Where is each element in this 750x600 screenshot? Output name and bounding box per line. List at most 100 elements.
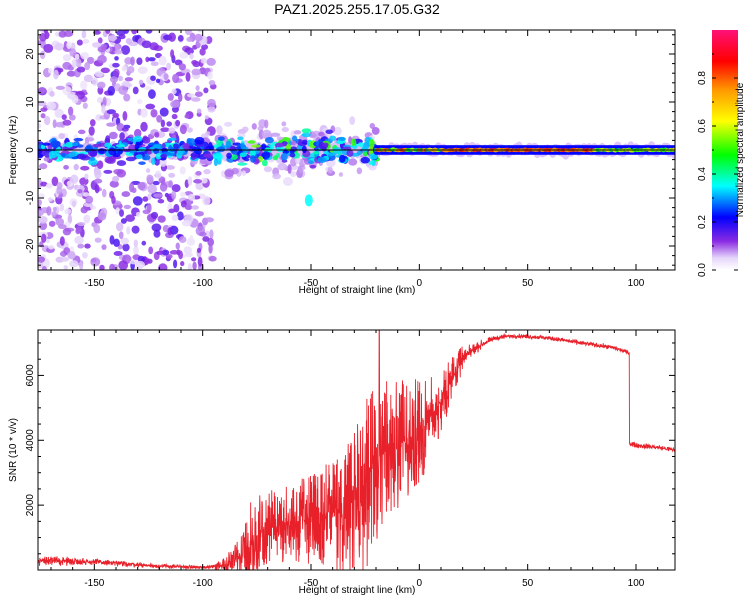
heatmap-scatter-cell xyxy=(133,245,139,256)
heatmap-scatter-cell xyxy=(132,86,139,95)
heatmap-scatter-cell xyxy=(281,127,289,133)
heatmap-blob xyxy=(368,138,375,147)
heatmap-scatter-cell xyxy=(297,165,303,174)
heatmap-scatter-cell xyxy=(207,71,213,80)
heatmap-blob xyxy=(85,144,94,153)
heatmap-scatter-cell xyxy=(205,131,211,136)
heatmap-scatter-cell xyxy=(264,119,269,129)
heatmap-scatter-cell xyxy=(159,182,168,192)
heatmap-scatter-cell xyxy=(75,226,82,234)
heatmap-scatter-cell xyxy=(77,222,86,227)
y-tick-label: 6000 xyxy=(25,364,36,387)
heatmap-scatter-cell xyxy=(167,93,174,101)
heatmap-scatter-cell xyxy=(71,94,79,104)
heatmap-scatter-cell xyxy=(107,35,118,42)
heatmap-scatter-cell xyxy=(154,170,162,179)
heatmap-blob xyxy=(317,156,327,163)
heatmap-scatter-cell xyxy=(142,196,149,202)
heatmap-scatter-cell xyxy=(62,61,72,70)
heatmap-scatter-cell xyxy=(197,30,203,33)
heatmap-blob xyxy=(237,136,244,141)
heatmap-scatter-cell xyxy=(163,73,169,81)
heatmap-scatter-cell xyxy=(171,214,179,222)
heatmap-blob xyxy=(231,149,238,155)
heatmap-scatter-cell xyxy=(67,251,76,260)
heatmap-scatter-cell xyxy=(209,229,214,239)
heatmap-scatter-cell xyxy=(122,111,128,121)
heatmap-scatter-cell xyxy=(203,87,209,94)
colorbar-tick-label: 0.8 xyxy=(697,71,708,85)
heatmap-scatter-cell xyxy=(91,42,102,48)
heatmap-scatter-cell xyxy=(187,93,196,98)
heatmap-scatter-cell xyxy=(327,166,333,174)
heatmap-blob xyxy=(168,152,175,156)
heatmap-scatter-cell xyxy=(171,106,179,113)
heatmap-scatter-cell xyxy=(41,233,47,244)
heatmap-blob xyxy=(127,137,133,142)
heatmap-scatter-cell xyxy=(180,200,187,208)
heatmap-blob xyxy=(329,135,337,141)
heatmap-scatter-cell xyxy=(166,62,172,71)
colorbar-ticks: 0.0 0.2 0.4 0.6 0.8 xyxy=(697,53,738,277)
heatmap-scatter-cell xyxy=(89,119,96,127)
heatmap-scatter-cell xyxy=(46,101,57,111)
heatmap-scatter-cell xyxy=(150,75,156,81)
heatmap-scatter-cell xyxy=(77,129,86,135)
heatmap-scatter-cell xyxy=(178,63,187,71)
heatmap-scatter-cell xyxy=(151,223,162,232)
heatmap-scatter-cell xyxy=(144,86,152,91)
heatmap-scatter-cell xyxy=(184,214,194,224)
heatmap-scatter-cell xyxy=(83,74,93,83)
heatmap-scatter-cell xyxy=(282,177,293,186)
heatmap-scatter-cell xyxy=(76,66,86,73)
heatmap-scatter-cell xyxy=(73,163,79,171)
heatmap-scatter-cell xyxy=(97,46,107,53)
heatmap-scatter-cell xyxy=(277,163,288,171)
heatmap-scatter-cell xyxy=(56,186,62,195)
heatmap-scatter-cell xyxy=(141,240,147,246)
heatmap-scatter-cell xyxy=(170,49,175,59)
heatmap-scatter-cell xyxy=(193,179,203,184)
heatmap-scatter-cell xyxy=(157,215,166,223)
heatmap-scatter-cell xyxy=(112,112,120,118)
heatmap-scatter-cell xyxy=(52,119,57,129)
heatmap-scatter-cell xyxy=(184,252,193,258)
heatmap-scatter-cell xyxy=(183,246,192,255)
heatmap-scatter-cell xyxy=(202,236,210,242)
x-tick-label: 0 xyxy=(417,278,423,289)
heatmap-scatter-cell xyxy=(38,193,45,199)
heatmap-scatter-cell xyxy=(58,224,67,230)
heatmap-scatter-cell xyxy=(111,195,116,204)
heatmap-blob xyxy=(322,142,329,148)
heatmap-scatter-cell xyxy=(179,166,186,175)
heatmap-scatter-cell xyxy=(132,196,143,206)
heatmap-scatter-cell xyxy=(38,256,46,263)
heatmap-blob xyxy=(286,143,291,152)
heatmap-blob xyxy=(309,164,317,169)
heatmap-scatter-cell xyxy=(196,247,202,253)
heatmap-scatter-cell xyxy=(76,39,83,46)
heatmap-scatter-cell xyxy=(179,51,189,59)
heatmap-scatter-cell xyxy=(178,236,187,243)
heatmap-blob xyxy=(42,142,51,146)
heatmap-blob xyxy=(301,132,311,138)
heatmap-scatter-cell xyxy=(69,48,77,57)
heatmap-scatter-cell xyxy=(79,260,84,270)
heatmap-scatter-cell xyxy=(103,169,113,174)
heatmap-scatter-cell xyxy=(114,43,120,52)
heatmap-scatter-cell xyxy=(208,80,216,86)
heatmap-scatter-cell xyxy=(125,214,136,222)
heatmap-blob xyxy=(289,150,295,154)
heatmap-scatter-cell xyxy=(171,184,181,193)
heatmap-scatter-cell xyxy=(54,42,64,51)
heatmap-blob xyxy=(361,146,369,153)
heatmap-scatter-cell xyxy=(371,126,380,135)
x-tick-label: -100 xyxy=(193,278,213,289)
heatmap-scatter-cell xyxy=(146,174,154,184)
heatmap-scatter-cell xyxy=(338,172,344,177)
heatmap-scatter-cell xyxy=(115,222,124,232)
heatmap-scatter-cell xyxy=(119,132,125,141)
heatmap-scatter-cell xyxy=(293,130,302,135)
heatmap-scatter-cell xyxy=(83,214,91,224)
heatmap-scatter-cell xyxy=(118,34,126,40)
